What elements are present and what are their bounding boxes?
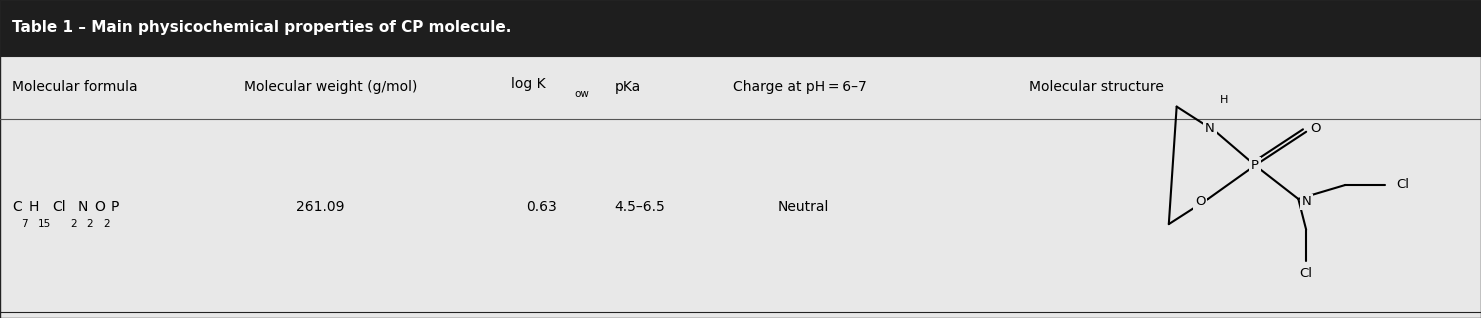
Text: P: P [111,200,118,214]
Text: 2: 2 [86,219,93,229]
Bar [0,0,1481,56]
Text: 15: 15 [39,219,52,229]
Text: Cl: Cl [1300,266,1312,280]
Text: C: C [12,200,22,214]
Text: Molecular weight (g/mol): Molecular weight (g/mol) [244,80,418,94]
Text: N: N [77,200,87,214]
Text: log K: log K [511,77,545,91]
Text: Cl: Cl [1395,178,1408,191]
Text: N: N [1206,122,1214,135]
Text: 2: 2 [104,219,110,229]
Text: 7: 7 [21,219,28,229]
Text: O: O [1195,195,1206,208]
Text: 261.09: 261.09 [296,200,345,214]
Text: H: H [28,200,39,214]
Text: O: O [95,200,105,214]
Text: Charge at pH = 6–7: Charge at pH = 6–7 [733,80,866,94]
Text: ow: ow [575,89,589,99]
Text: Cl: Cl [52,200,65,214]
Text: N: N [1302,195,1311,208]
Text: 0.63: 0.63 [526,200,557,214]
Text: Table 1 – Main physicochemical properties of CP molecule.: Table 1 – Main physicochemical propertie… [12,20,511,35]
Text: Molecular formula: Molecular formula [12,80,138,94]
Text: pKa: pKa [615,80,641,94]
Text: H: H [1219,94,1228,105]
Text: Molecular structure: Molecular structure [1029,80,1164,94]
Text: 4.5–6.5: 4.5–6.5 [615,200,665,214]
Text: O: O [1311,122,1321,135]
Text: P: P [1251,159,1259,172]
Text: Neutral: Neutral [778,200,829,214]
Text: 2: 2 [70,219,77,229]
